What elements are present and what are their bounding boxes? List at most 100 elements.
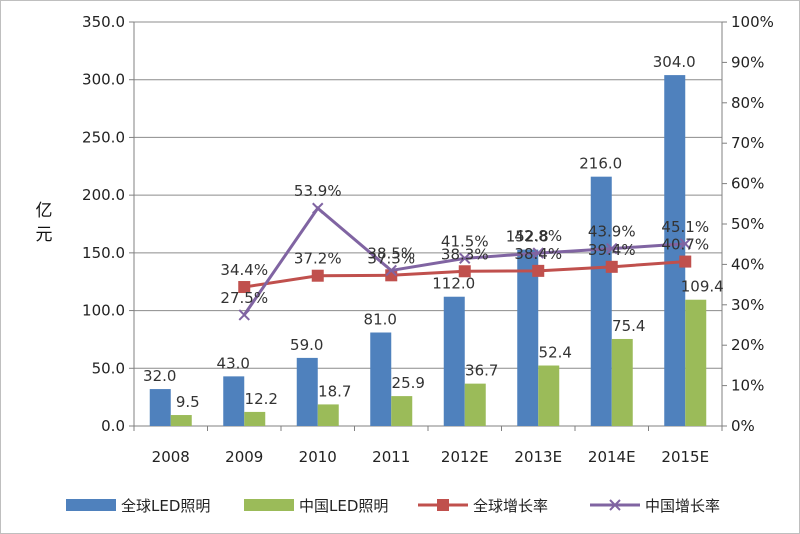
right-tick-label: 80% — [731, 94, 764, 112]
right-tick-label: 90% — [731, 53, 764, 71]
legend-global-led-text: 全球LED照明 — [121, 497, 210, 515]
square-marker — [605, 260, 618, 273]
x-tick-label: 2013E — [514, 448, 562, 466]
bar-china — [685, 299, 707, 426]
left-tick-label: 0.0 — [101, 417, 125, 435]
bar-value-label: 9.5 — [176, 393, 200, 411]
growth-value-label: 53.9% — [294, 182, 342, 200]
square-marker — [679, 255, 692, 268]
growth-value-label: 37.3% — [367, 249, 415, 267]
bar-global — [443, 296, 465, 426]
y-axis-label-char-1: 亿 — [36, 201, 53, 221]
x-tick-label: 2014E — [588, 448, 636, 466]
left-tick-label: 100.0 — [82, 302, 125, 320]
bar-value-label: 36.7 — [465, 362, 498, 380]
right-tick-label: 60% — [731, 175, 764, 193]
growth-value-label: 38.5% — [367, 244, 415, 262]
growth-value-label: 41.5% — [441, 232, 489, 250]
bars — [149, 75, 707, 427]
x-marker — [679, 238, 691, 250]
left-tick-label: 300.0 — [82, 71, 125, 89]
legend-china-led-text: 中国LED照明 — [299, 497, 388, 515]
x-marker — [606, 242, 618, 255]
growth-value-label: 39.4% — [588, 241, 636, 259]
bar-global — [296, 357, 318, 426]
bar-value-label: 12.2 — [245, 390, 278, 408]
left-tick-label: 350.0 — [82, 13, 125, 31]
growth-value-label: 38.4% — [514, 245, 562, 263]
right-tick-label: 40% — [731, 255, 764, 273]
x-tick-label: 2008 — [152, 448, 190, 466]
bar-value-label: 52.4 — [539, 344, 572, 362]
x-marker — [238, 309, 250, 321]
bar-value-label: 43.0 — [217, 354, 250, 372]
bar-value-label: 75.4 — [612, 317, 645, 335]
data-labels: 32.0 43.0 59.0 81.0 112.0 152.8 216.0 304.0 9.5 1… — [143, 53, 724, 411]
growth-value-label: 38.3% — [441, 245, 489, 263]
bar-global — [223, 376, 245, 426]
square-marker — [532, 264, 545, 277]
legend-china-growth-text: 中国增长率 — [645, 497, 720, 515]
square-marker — [458, 265, 471, 278]
right-tick-label: 0% — [731, 417, 755, 435]
x-tick-label: 2009 — [225, 448, 263, 466]
left-tick-label: 150.0 — [82, 244, 125, 262]
bar-china — [464, 383, 486, 426]
bar-global — [590, 176, 612, 426]
y-axis-label-char-2: 元 — [36, 225, 53, 245]
x-marker — [385, 264, 397, 277]
bar-value-label: 59.0 — [290, 336, 323, 354]
bar-china — [317, 404, 339, 426]
bar-value-label: 25.9 — [392, 374, 425, 392]
bar-china — [170, 415, 192, 426]
bar-global — [664, 75, 686, 427]
legend-china-growth-marker — [609, 499, 621, 511]
square-marker — [238, 281, 251, 294]
bar-global — [517, 249, 539, 426]
right-tick-label: 100% — [731, 13, 774, 31]
x-marker — [532, 247, 544, 259]
legend-china-led-swatch — [244, 499, 294, 511]
x-marker — [459, 252, 471, 265]
right-tick-label: 10% — [731, 377, 764, 395]
bar-global — [149, 389, 171, 426]
left-tick-label: 250.0 — [82, 128, 125, 146]
bar-value-label: 32.0 — [143, 367, 176, 385]
growth-value-label: 42.8% — [514, 227, 562, 245]
bar-china — [391, 396, 413, 426]
axes: 0.0 50.0 100.0 150.0 200.0 250.0 300.0 350.0 0% 1… — [82, 13, 774, 466]
bar-global — [370, 332, 392, 426]
bar-china — [538, 365, 560, 426]
growth-value-label: 34.4% — [220, 261, 268, 279]
growth-value-label: 37.2% — [294, 250, 342, 268]
growth-value-label: 27.5% — [220, 289, 268, 307]
x-tick-label: 2011 — [372, 448, 410, 466]
growth-value-label: 40.7% — [661, 236, 709, 254]
bar-value-label: 18.7 — [318, 382, 351, 400]
bar-value-label: 112.0 — [432, 275, 475, 293]
bar-china — [611, 338, 633, 426]
lines — [238, 202, 692, 321]
legend-global-growth-text: 全球增长率 — [473, 497, 548, 515]
legend-global-led-swatch — [66, 499, 116, 511]
bar-value-label: 304.0 — [653, 53, 696, 71]
growth-value-label: 45.1% — [661, 218, 709, 236]
right-tick-label: 50% — [731, 215, 764, 233]
right-tick-label: 30% — [731, 296, 764, 314]
left-tick-label: 200.0 — [82, 186, 125, 204]
legend: 全球LED照明 中国LED照明 全球增长率 中国增长率 — [66, 497, 720, 515]
bar-value-label: 152.8 — [506, 228, 549, 246]
legend-global-growth-marker — [437, 499, 449, 511]
bar-value-label: 81.0 — [364, 311, 397, 329]
square-marker — [311, 269, 324, 282]
bar-china — [244, 411, 266, 426]
x-tick-label: 2012E — [441, 448, 489, 466]
right-tick-label: 70% — [731, 134, 764, 152]
bar-value-label: 216.0 — [579, 155, 622, 173]
bar-value-label: 109.4 — [681, 278, 724, 296]
left-tick-label: 50.0 — [92, 359, 125, 377]
growth-value-label: 43.9% — [588, 223, 636, 241]
x-tick-label: 2015E — [661, 448, 709, 466]
